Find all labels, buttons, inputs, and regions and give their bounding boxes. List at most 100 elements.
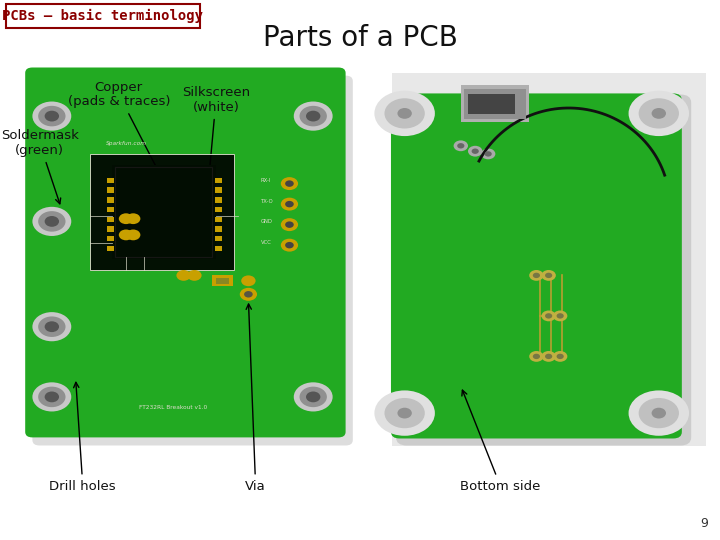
Circle shape [294, 102, 333, 131]
Circle shape [285, 180, 294, 187]
Circle shape [533, 273, 540, 278]
Circle shape [241, 275, 256, 286]
Text: Copper
(pads & traces): Copper (pads & traces) [68, 80, 170, 174]
Circle shape [240, 288, 257, 301]
Circle shape [545, 273, 552, 278]
Circle shape [32, 207, 71, 236]
Text: Via: Via [246, 304, 266, 492]
Bar [107, 207, 114, 212]
Circle shape [281, 239, 298, 252]
Bar [107, 187, 114, 193]
Circle shape [126, 230, 140, 240]
Text: Drill holes: Drill holes [50, 382, 116, 492]
Text: Soldermask
(green): Soldermask (green) [1, 129, 78, 204]
Text: VCC: VCC [261, 240, 271, 245]
Circle shape [652, 108, 666, 119]
Text: Parts of a PCB: Parts of a PCB [263, 24, 457, 52]
Circle shape [533, 354, 540, 359]
Circle shape [306, 111, 320, 122]
Circle shape [529, 351, 544, 362]
Circle shape [300, 387, 327, 407]
Circle shape [397, 408, 412, 418]
Bar [215, 246, 222, 251]
Bar [468, 94, 515, 114]
Circle shape [557, 313, 564, 319]
Bar [216, 278, 229, 284]
FancyBboxPatch shape [392, 73, 706, 446]
Circle shape [553, 310, 567, 321]
Circle shape [545, 354, 552, 359]
Circle shape [468, 146, 482, 157]
Circle shape [553, 351, 567, 362]
Bar [215, 236, 222, 241]
Circle shape [281, 177, 298, 190]
Bar [90, 154, 234, 270]
Circle shape [38, 106, 66, 126]
Circle shape [629, 91, 689, 136]
Circle shape [187, 270, 202, 281]
Bar [107, 217, 114, 222]
Bar [212, 275, 233, 286]
Text: TX-O: TX-O [261, 199, 274, 204]
Circle shape [119, 230, 133, 240]
Circle shape [481, 148, 495, 159]
Circle shape [639, 98, 679, 129]
Bar [107, 178, 114, 183]
Circle shape [119, 213, 133, 224]
Circle shape [397, 108, 412, 119]
Bar [107, 236, 114, 241]
Circle shape [38, 387, 66, 407]
Circle shape [652, 408, 666, 418]
Circle shape [45, 216, 59, 227]
Circle shape [300, 106, 327, 126]
Circle shape [281, 218, 298, 231]
Text: Silkscreen
(white): Silkscreen (white) [182, 86, 250, 174]
Circle shape [285, 242, 294, 248]
Circle shape [244, 291, 253, 298]
Circle shape [126, 213, 140, 224]
Circle shape [374, 91, 435, 136]
Circle shape [281, 198, 298, 211]
FancyBboxPatch shape [25, 68, 346, 437]
Bar [107, 226, 114, 232]
Circle shape [45, 392, 59, 402]
Text: FT232RL Breakout v1.0: FT232RL Breakout v1.0 [139, 405, 207, 410]
FancyBboxPatch shape [391, 93, 682, 438]
Circle shape [384, 98, 425, 129]
Circle shape [32, 382, 71, 411]
Circle shape [374, 390, 435, 436]
Circle shape [285, 201, 294, 207]
Circle shape [294, 382, 333, 411]
Circle shape [32, 312, 71, 341]
Bar [461, 85, 529, 122]
Circle shape [457, 143, 464, 148]
FancyBboxPatch shape [32, 76, 353, 446]
Bar [115, 167, 212, 256]
Bar [215, 217, 222, 222]
Bar [112, 165, 216, 259]
Circle shape [541, 270, 556, 281]
Text: 9: 9 [701, 517, 708, 530]
Circle shape [545, 313, 552, 319]
Bar [215, 187, 222, 193]
Circle shape [32, 102, 71, 131]
Bar [464, 89, 526, 119]
Bar [215, 226, 222, 232]
Circle shape [472, 148, 479, 154]
Bar [107, 197, 114, 202]
Text: RX-I: RX-I [261, 178, 271, 184]
FancyBboxPatch shape [6, 4, 200, 28]
Circle shape [285, 221, 294, 228]
Circle shape [38, 211, 66, 232]
Circle shape [485, 151, 492, 157]
Circle shape [639, 398, 679, 428]
Circle shape [529, 270, 544, 281]
Bar [215, 197, 222, 202]
Text: GND: GND [261, 219, 272, 225]
Circle shape [454, 140, 468, 151]
Circle shape [45, 111, 59, 122]
Circle shape [306, 392, 320, 402]
Circle shape [384, 398, 425, 428]
Circle shape [45, 321, 59, 332]
Circle shape [176, 270, 191, 281]
